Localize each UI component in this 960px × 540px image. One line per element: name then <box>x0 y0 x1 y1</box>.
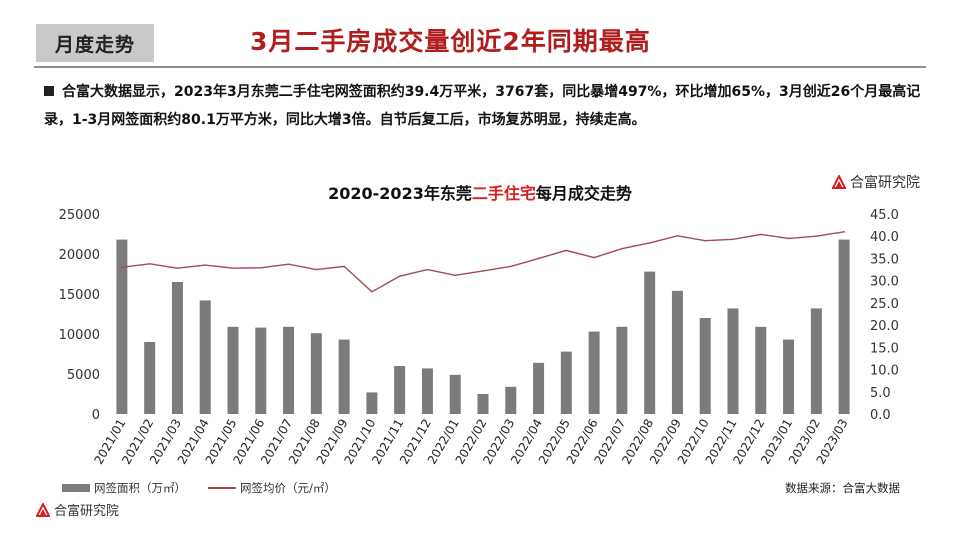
legend-item-line: 网签均价（元/㎡） <box>208 480 336 496</box>
price-point-2022-10 <box>704 239 707 242</box>
price-point-2021-01 <box>121 266 123 269</box>
header-rule <box>34 66 926 68</box>
price-point-2022-03 <box>509 265 512 268</box>
brand-logo-bottom: 合富研究院 <box>36 500 119 519</box>
price-point-2021-10 <box>371 290 373 293</box>
price-point-2021-07 <box>287 263 290 266</box>
page-headline: 3月二手房成交量创近2年同期最高 <box>250 27 651 56</box>
bar-2021-01 <box>116 239 128 414</box>
price-point-2021-04 <box>204 264 207 266</box>
bar-2023-03 <box>838 239 850 414</box>
price-point-2021-02 <box>148 262 151 265</box>
bar-2023-01 <box>783 339 795 414</box>
price-point-2022-09 <box>676 234 679 237</box>
y-right-tick-8: 40.0 <box>870 230 899 245</box>
price-point-2021-03 <box>176 267 179 270</box>
bar-2022-05 <box>560 351 572 414</box>
bar-2022-03 <box>505 386 517 414</box>
data-source: 数据来源：合富大数据 <box>785 481 900 495</box>
brand-logo-icon-bottom <box>36 502 50 517</box>
bar-2021-05 <box>227 326 239 414</box>
chart-title-part-1: 2020-2023年东莞 <box>328 184 472 203</box>
bar-2021-06 <box>255 327 267 414</box>
y-left-tick-4: 20000 <box>59 248 100 263</box>
price-point-2023-02 <box>815 235 818 238</box>
bar-2022-12 <box>755 326 767 414</box>
price-point-2022-02 <box>482 270 484 272</box>
bar-2022-06 <box>588 331 600 414</box>
y-left-tick-1: 5000 <box>67 368 100 383</box>
price-point-2023-03 <box>843 230 845 233</box>
brand-logo-top: 合富研究院 <box>832 172 920 192</box>
bar-2022-11 <box>727 308 739 414</box>
price-point-2022-07 <box>621 247 623 250</box>
summary-paragraph: 合富大数据显示，2023年3月东莞二手住宅网签面积约39.4万平米，3767套，… <box>44 78 924 134</box>
price-point-2023-01 <box>787 237 790 240</box>
y-right-tick-3: 15.0 <box>870 341 899 356</box>
price-point-2021-08 <box>315 268 318 271</box>
bar-2022-01 <box>449 374 461 414</box>
price-point-2022-11 <box>732 238 734 241</box>
y-left-tick-0: 0 <box>92 408 100 423</box>
bar-2022-09 <box>671 290 683 414</box>
legend-item-bars: 网签面积（万㎡） <box>62 480 186 496</box>
legend-swatch-line <box>208 487 236 489</box>
bar-2021-04 <box>199 300 211 414</box>
y-right-tick-7: 35.0 <box>870 252 899 267</box>
bar-2022-02 <box>477 394 489 414</box>
bar-2021-08 <box>310 333 322 414</box>
price-point-2021-12 <box>426 268 429 271</box>
price-point-2022-01 <box>454 274 457 277</box>
bar-2022-08 <box>644 271 656 414</box>
bar-2022-10 <box>699 318 711 414</box>
y-right-tick-9: 45.0 <box>870 208 899 223</box>
price-point-2022-04 <box>537 257 540 260</box>
price-point-2021-09 <box>343 265 345 268</box>
y-left-tick-3: 15000 <box>59 288 100 303</box>
price-point-2021-05 <box>232 267 234 270</box>
bar-2021-09 <box>338 339 350 414</box>
bar-2021-10 <box>366 392 378 414</box>
bar-2021-11 <box>394 366 406 414</box>
legend-swatch-bars <box>62 484 90 492</box>
y-right-tick-4: 20.0 <box>870 319 899 334</box>
chart-title-part-2: 二手住宅 <box>471 184 536 203</box>
chart-title: 2020-2023年东莞二手住宅每月成交走势 <box>0 180 960 204</box>
price-point-2021-06 <box>259 266 262 269</box>
y-left-tick-5: 25000 <box>59 208 100 223</box>
chart-legend: 网签面积（万㎡） 网签均价（元/㎡） <box>62 480 336 496</box>
bar-2021-03 <box>171 282 183 414</box>
price-point-2022-05 <box>565 249 568 252</box>
y-right-tick-5: 25.0 <box>870 297 899 312</box>
legend-label-line: 网签均价（元/㎡） <box>240 481 336 495</box>
price-point-2022-08 <box>648 242 651 244</box>
y-left-tick-2: 10000 <box>59 328 100 343</box>
bar-2022-07 <box>616 326 628 414</box>
brand-name-bottom: 合富研究院 <box>54 504 120 519</box>
summary-text: 合富大数据显示，2023年3月东莞二手住宅网签面积约39.4万平米，3767套，… <box>44 84 921 128</box>
y-right-tick-1: 5.0 <box>870 386 891 401</box>
bullet-icon <box>44 86 54 96</box>
bar-2021-02 <box>144 342 156 414</box>
y-right-tick-0: 0.0 <box>870 408 891 423</box>
section-badge: 月度走势 <box>36 24 154 62</box>
brand-name-top: 合富研究院 <box>850 175 920 191</box>
bar-2023-02 <box>810 308 822 414</box>
price-point-2021-11 <box>398 275 401 278</box>
bar-2021-07 <box>283 326 295 414</box>
price-point-2022-06 <box>593 256 595 259</box>
bar-2021-12 <box>421 368 433 414</box>
y-right-tick-2: 10.0 <box>870 364 899 379</box>
brand-logo-icon <box>832 175 846 189</box>
legend-label-bars: 网签面积（万㎡） <box>94 481 186 495</box>
bar-2022-04 <box>533 362 545 414</box>
price-line <box>121 231 845 293</box>
chart-title-part-3: 每月成交走势 <box>535 184 632 203</box>
y-right-tick-6: 30.0 <box>870 275 899 290</box>
price-point-2022-12 <box>759 233 762 236</box>
